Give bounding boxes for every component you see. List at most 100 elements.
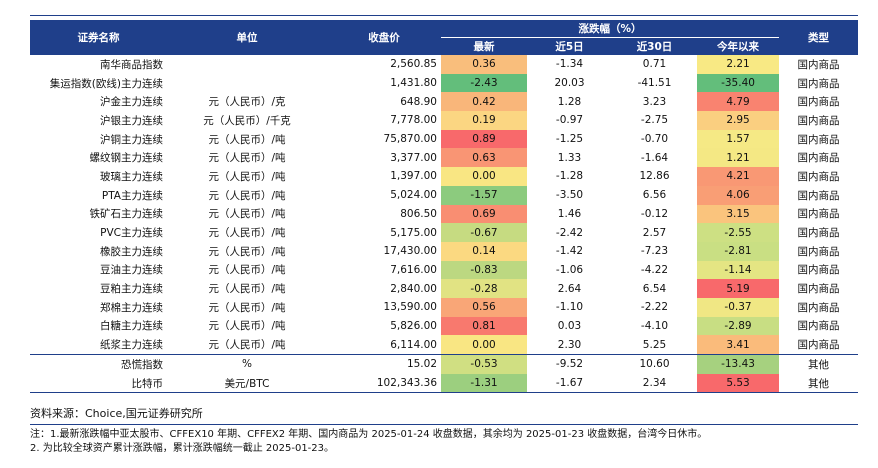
row-close: 1,431.80	[390, 77, 437, 90]
header-name: 证券名称	[30, 20, 167, 55]
table-row: 沪金主力连续 元（人民币）/克 648.90 0.42 1.28 3.23 4.79 国内商品	[30, 92, 858, 112]
table-body: 南华商品指数 2,560.85 0.36 -1.34 0.71 2.21 国内商品 集运指数(…	[30, 55, 859, 394]
row-close: 17,430.00	[383, 245, 437, 258]
header-unit: 单位	[167, 20, 327, 55]
row-change-latest: -2.43	[441, 73, 527, 93]
row-change-latest: -0.83	[441, 260, 527, 280]
row-change-30d: 0.71	[642, 58, 667, 71]
table-row: 郑棉主力连续 元（人民币）/吨 13,590.00 0.56 -1.10 -2.22 -0.…	[30, 297, 858, 317]
row-change-latest: 0.63	[441, 148, 527, 168]
row-unit: 元（人民币）/吨	[208, 301, 286, 314]
table-row: 橡胶主力连续 元（人民币）/吨 17,430.00 0.14 -1.42 -7.23 -2.…	[30, 241, 858, 261]
row-name: 沪银主力连续	[100, 114, 163, 127]
row-name: 恐慌指数	[30, 353, 167, 374]
row-change-5d: -1.10	[555, 301, 584, 314]
row-close: 13,590.00	[383, 301, 437, 314]
row-unit: 元（人民币）/吨	[208, 189, 286, 202]
table-row: 豆油主力连续 元（人民币）/吨 7,616.00 -0.83 -1.06 -4.22 -1.…	[30, 260, 858, 280]
header-close: 收盘价	[327, 20, 441, 55]
row-change-ytd: -35.40	[697, 73, 780, 93]
row-change-30d: 2.34	[612, 373, 697, 394]
row-close: 5,024.00	[390, 189, 437, 202]
header-type: 类型	[779, 20, 859, 55]
row-name: 沪铜主力连续	[100, 133, 163, 146]
row-close: 3,377.00	[390, 151, 437, 164]
row-change-latest: 0.14	[441, 241, 527, 261]
row-type: 国内商品	[797, 58, 840, 71]
row-close: 2,560.85	[390, 58, 437, 71]
row-type: 国内商品	[797, 264, 840, 277]
row-unit	[167, 74, 327, 93]
top-rule	[30, 15, 858, 16]
row-change-5d: -9.52	[527, 353, 612, 374]
row-change-ytd: 1.57	[697, 129, 780, 149]
row-change-ytd: 4.79	[697, 92, 780, 112]
table-row: PVC主力连续 元（人民币）/吨 5,175.00 -0.67 -2.42 2.57 -2.…	[30, 223, 858, 242]
row-change-latest: 0.56	[441, 297, 527, 317]
row-type: 国内商品	[797, 283, 840, 296]
row-type: 国内商品	[797, 245, 840, 258]
row-change-30d: -0.70	[640, 133, 669, 146]
row-close: 6,114.00	[390, 338, 437, 351]
row-change-30d: -2.22	[640, 301, 669, 314]
row-name: 比特币	[30, 373, 167, 394]
row-change-latest: -1.57	[441, 185, 527, 205]
source-note: 资料来源：Choice,国元证券研究所	[30, 405, 858, 425]
row-change-5d: -1.28	[555, 170, 584, 183]
row-unit: 元（人民币）/吨	[208, 339, 286, 352]
table-row: 恐慌指数% 15.02 -0.53 -9.52 10.60 -13.43 其他	[30, 353, 859, 374]
header-latest: 最新	[441, 37, 527, 55]
table-row: 铁矿石主力连续 元（人民币）/吨 806.50 0.69 1.46 -0.12 3.15 国内…	[30, 204, 858, 224]
row-change-30d: 6.56	[642, 189, 667, 202]
row-change-ytd: -1.14	[697, 260, 780, 280]
row-change-5d: -1.25	[555, 133, 584, 146]
row-change-5d: 1.33	[557, 151, 582, 164]
row-unit: 元（人民币）/吨	[208, 227, 286, 240]
row-close: 7,778.00	[390, 114, 437, 127]
row-change-ytd: 2.21	[697, 55, 780, 74]
row-change-latest: 0.69	[441, 204, 527, 224]
row-type: 国内商品	[797, 152, 840, 165]
row-unit: 元（人民币）/克	[208, 96, 286, 109]
row-change-30d: 10.60	[612, 353, 697, 374]
row-change-latest: -0.53	[441, 353, 527, 374]
row-name: 豆粕主力连续	[100, 283, 163, 296]
table-row: 玻璃主力连续 元（人民币）/吨 1,397.00 0.00 -1.28 12.86 4.21…	[30, 167, 858, 186]
row-name: PVC主力连续	[100, 227, 163, 240]
row-change-5d: 20.03	[554, 77, 585, 90]
row-change-ytd: -2.89	[697, 316, 780, 336]
row-change-5d: 0.03	[557, 319, 582, 332]
row-name: 集运指数(欧线)主力连续	[49, 77, 163, 90]
row-change-30d: 2.57	[642, 226, 667, 239]
row-unit: 元（人民币）/吨	[208, 208, 286, 221]
row-type: 国内商品	[797, 77, 840, 90]
table-row: PTA主力连续 元（人民币）/吨 5,024.00 -1.57 -3.50 6.56 4.0…	[30, 185, 858, 205]
row-name: PTA主力连续	[101, 189, 163, 202]
row-change-ytd: 4.21	[697, 167, 780, 186]
row-change-5d: -1.42	[555, 245, 584, 258]
row-change-latest: -0.67	[441, 223, 527, 242]
row-change-5d: 1.46	[557, 207, 582, 220]
row-name: 螺纹钢主力连续	[89, 152, 164, 165]
row-change-5d: 2.30	[557, 338, 582, 351]
row-close: 7,616.00	[390, 263, 437, 276]
row-change-30d: 3.23	[642, 95, 667, 108]
header-ytd: 今年以来	[697, 37, 780, 55]
table-row: 沪铜主力连续 元（人民币）/吨 75,870.00 0.89 -1.25 -0.70 1.5…	[30, 129, 858, 149]
header-5d: 近5日	[527, 37, 612, 55]
row-close: 102,343.36	[327, 373, 441, 394]
row-name: 铁矿石主力连续	[89, 208, 164, 221]
row-unit: 元（人民币）/吨	[208, 170, 286, 183]
row-close: 15.02	[327, 353, 441, 374]
row-change-5d: -0.97	[555, 114, 584, 127]
row-change-30d: -41.51	[637, 77, 672, 90]
row-close: 806.50	[400, 207, 437, 220]
row-change-latest: 0.00	[441, 335, 527, 355]
row-name: 橡胶主力连续	[100, 245, 163, 258]
row-change-30d: -1.64	[640, 151, 669, 164]
row-name: 豆油主力连续	[100, 264, 163, 277]
row-type: 国内商品	[797, 133, 840, 146]
row-change-30d: -7.23	[640, 245, 669, 258]
table-row: 南华商品指数 2,560.85 0.36 -1.34 0.71 2.21 国内商品	[30, 55, 858, 74]
table-row: 纸浆主力连续 元（人民币）/吨 6,114.00 0.00 2.30 5.25 3.41 国内…	[30, 335, 858, 355]
